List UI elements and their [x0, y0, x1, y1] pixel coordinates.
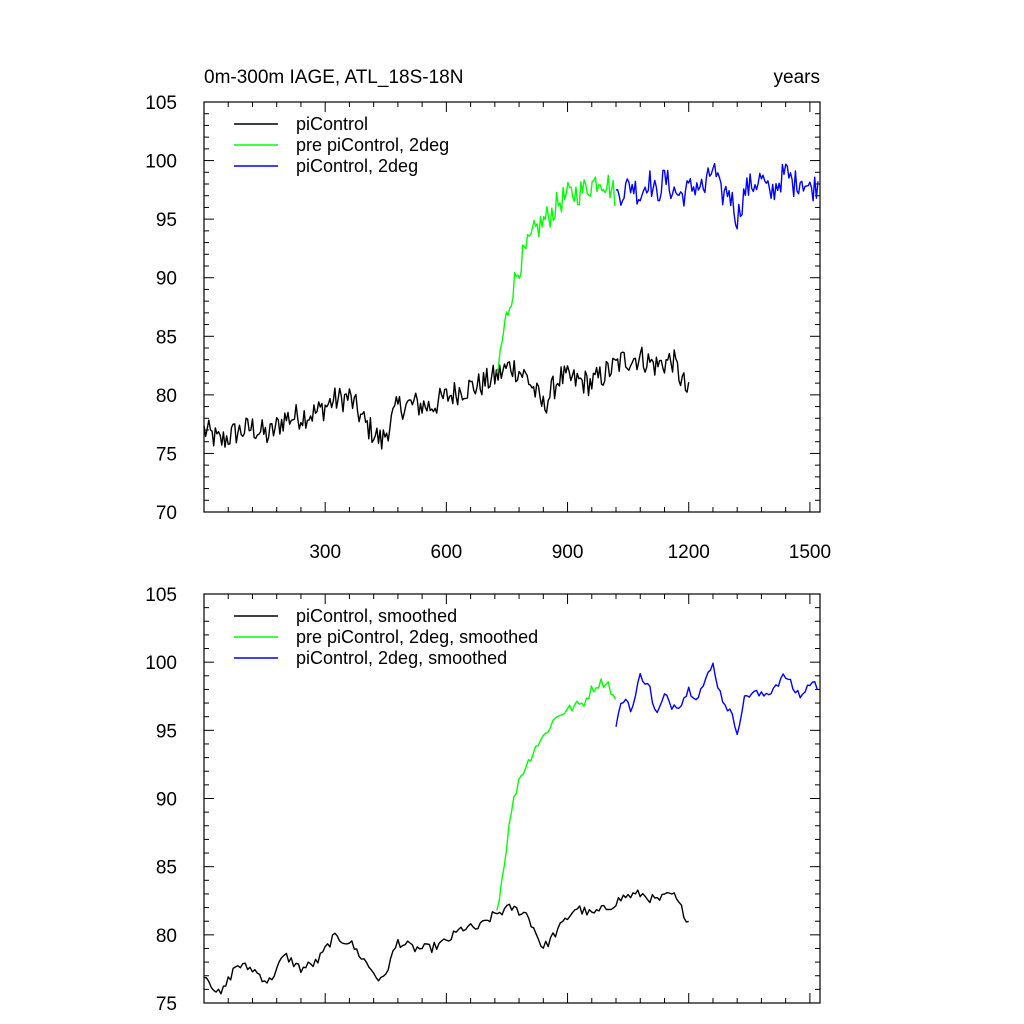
y-tick-label: 105: [145, 93, 177, 114]
series-line: [496, 174, 616, 373]
y-tick-label: 85: [156, 327, 177, 348]
y-tick-label: 100: [145, 653, 177, 674]
series-line: [203, 346, 690, 450]
chart-title: 0m-300m IAGE, ATL_18S-18N: [204, 67, 463, 88]
x-tick-label: 900: [552, 542, 584, 563]
series-line: [496, 678, 617, 911]
y-tick-label: 95: [156, 210, 177, 231]
series-line: [203, 889, 689, 995]
y-tick-label: 100: [145, 152, 177, 173]
y-tick-label: 85: [156, 858, 177, 879]
x-tick-label: 600: [431, 542, 463, 563]
series-line: [615, 162, 819, 230]
legend-label: piControl, smoothed: [296, 606, 457, 626]
y-tick-label: 75: [156, 444, 177, 465]
y-tick-label: 90: [156, 269, 177, 290]
series-line: [615, 662, 818, 736]
y-tick-label: 80: [156, 386, 177, 407]
legend-label: pre piControl, 2deg, smoothed: [296, 627, 538, 647]
legend-label: piControl, 2deg, smoothed: [296, 648, 507, 668]
legend-label: piControl: [296, 114, 368, 134]
plot-frame: [203, 101, 821, 513]
legend-label: piControl, 2deg: [296, 156, 418, 176]
y-tick-label: 105: [145, 585, 177, 606]
top-panel: 70 75 80 85 90 95 100 105 300 600 900 1200 1500 piCon…: [145, 93, 831, 563]
y-tick-label: 70: [156, 503, 177, 524]
legend-label: pre piControl, 2deg: [296, 135, 449, 155]
y-tick-label: 95: [156, 721, 177, 742]
y-tick-label: 80: [156, 926, 177, 947]
y-tick-label: 75: [156, 994, 177, 1015]
x-tick-label: 300: [309, 542, 341, 563]
x-axis-unit-label: years: [774, 67, 820, 88]
x-tick-label: 1500: [789, 542, 831, 563]
x-tick-label: 1200: [668, 542, 710, 563]
y-tick-label: 90: [156, 790, 177, 811]
